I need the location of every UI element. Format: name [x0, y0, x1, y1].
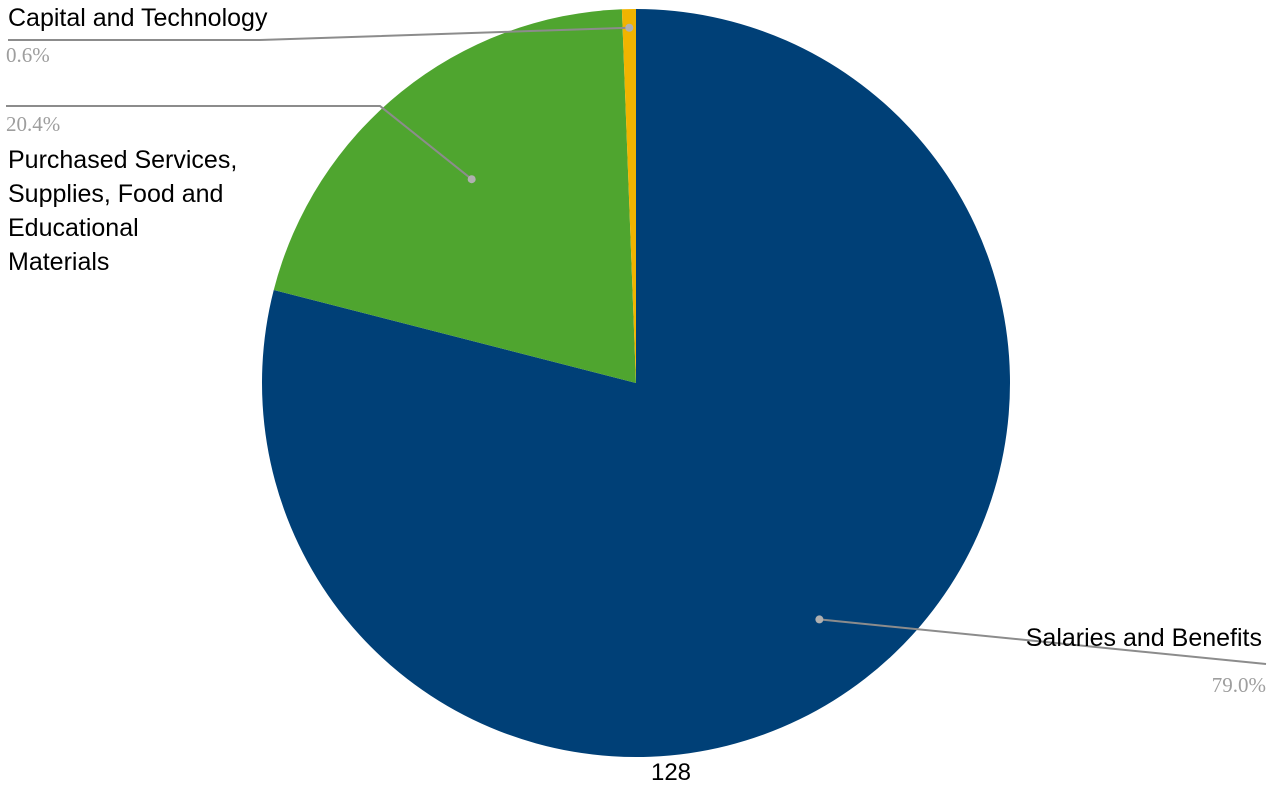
pie-slice-salaries-benefits	[262, 9, 1010, 758]
slice-label-purchased-services-line-3: Educational	[8, 214, 139, 242]
slice-value-salaries-benefits: 79.0%	[1212, 673, 1266, 697]
slice-label-capital-technology: Capital and Technology	[8, 4, 268, 32]
leader-lines	[6, 23, 1267, 665]
slice-label-salaries-benefits: Salaries and Benefits	[1026, 624, 1262, 652]
slice-value-capital-technology: 0.6%	[6, 43, 50, 67]
pie-slices	[262, 9, 1010, 758]
page-number: 128	[651, 759, 691, 786]
leader-line-capital-technology	[8, 26, 630, 41]
leader-line-capital-technology-dot	[625, 23, 634, 32]
leader-line-purchased-services-dot	[467, 175, 476, 184]
slice-value-purchased-services: 20.4%	[6, 112, 60, 136]
slice-label-purchased-services-line-2: Supplies, Food and	[8, 180, 223, 208]
pie-slice-purchased-services	[273, 9, 636, 383]
leader-line-salaries-benefits-dot	[815, 615, 824, 624]
pie-slice-capital-technology	[621, 9, 636, 383]
slice-label-purchased-services-line-4: Materials	[8, 248, 109, 276]
leader-line-purchased-services	[6, 105, 473, 180]
leader-line-salaries-benefits	[819, 618, 1267, 665]
slice-label-purchased-services-line-1: Purchased Services,	[8, 146, 237, 174]
